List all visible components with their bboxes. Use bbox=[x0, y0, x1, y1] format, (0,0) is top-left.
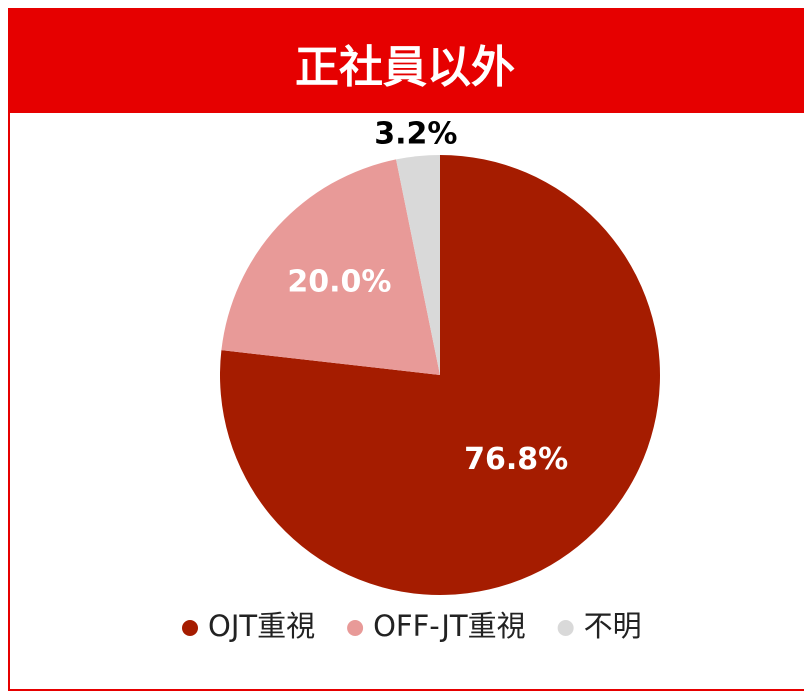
pie-slice bbox=[396, 155, 440, 375]
legend-label: 不明 bbox=[584, 609, 642, 643]
data-label: 20.0% bbox=[287, 264, 391, 299]
data-label: 3.2% bbox=[374, 117, 457, 152]
legend-label: OJT重視 bbox=[208, 609, 315, 643]
legend-marker bbox=[347, 620, 364, 636]
pie-slice bbox=[221, 159, 440, 375]
legend-marker bbox=[557, 620, 574, 636]
legend-label: OFF-JT重視 bbox=[373, 609, 526, 643]
data-label: 76.8% bbox=[464, 442, 568, 477]
legend-marker bbox=[182, 620, 198, 636]
chart-title: 正社員以外 bbox=[295, 42, 515, 93]
header-bar bbox=[8, 8, 804, 112]
